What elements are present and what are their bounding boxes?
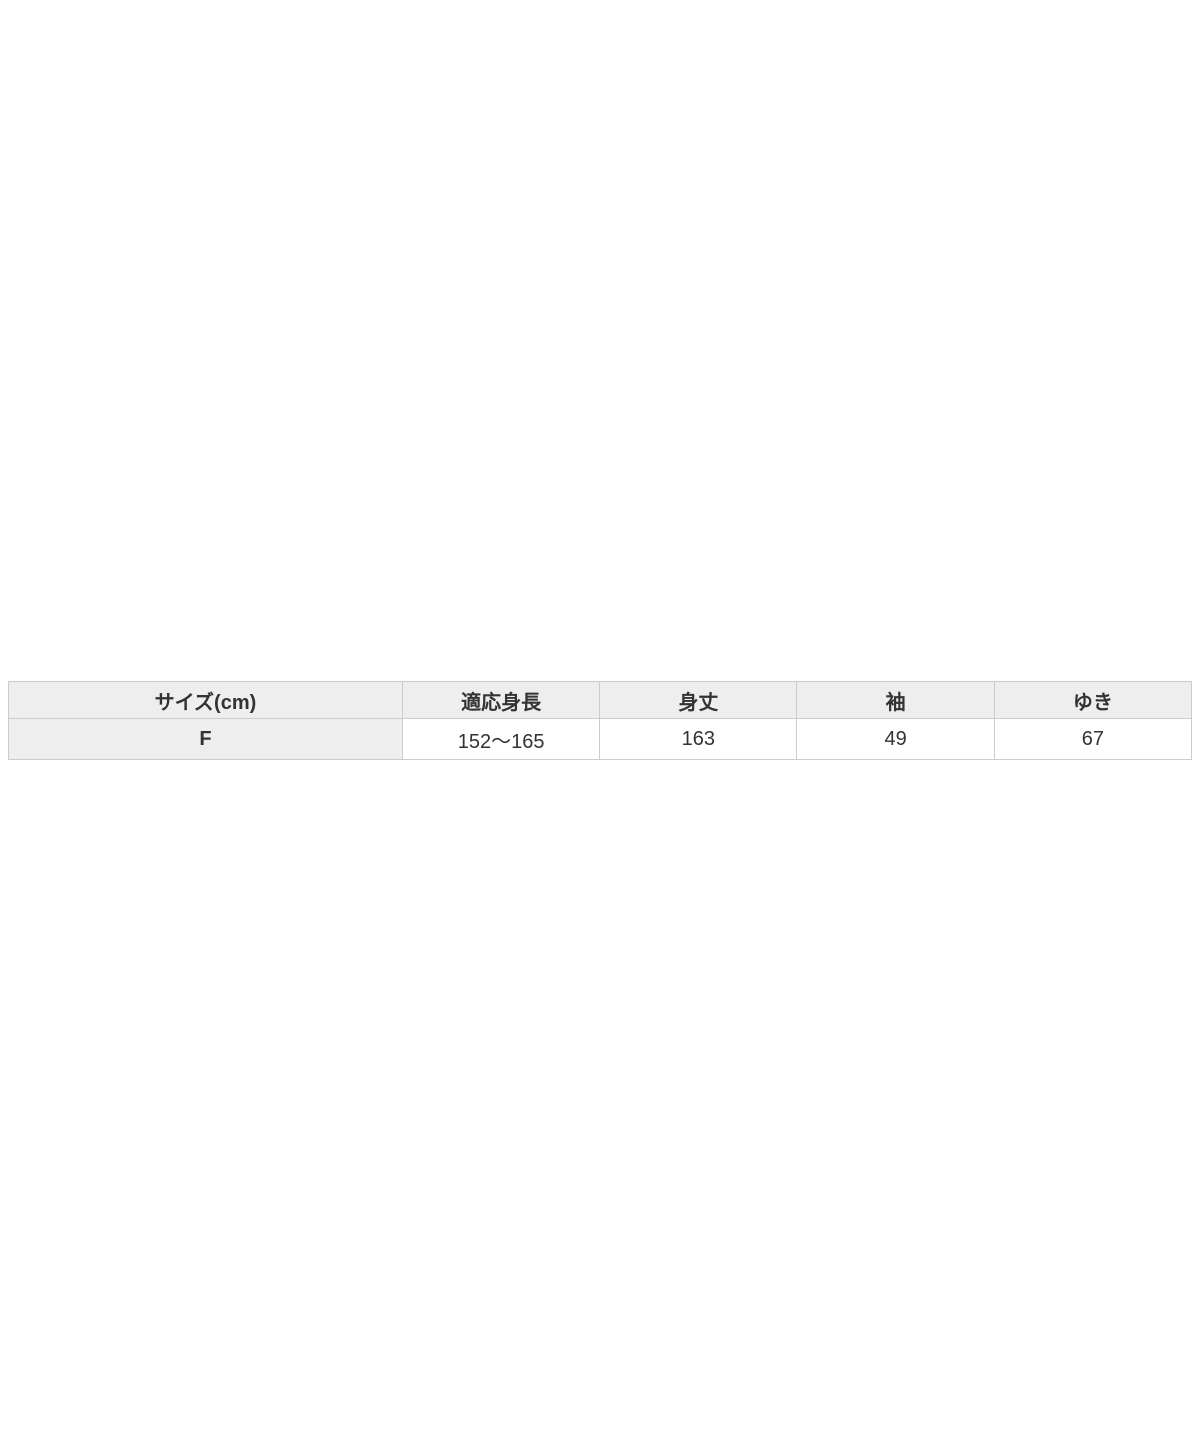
header-cell-body-length: 身丈 xyxy=(599,681,798,719)
cell-sleeve-value: 49 xyxy=(796,718,995,760)
header-cell-height-range: 適応身長 xyxy=(401,681,601,719)
cell-yuki-value: 67 xyxy=(993,718,1193,760)
header-cell-yuki: ゆき xyxy=(993,681,1193,719)
row-header-size-value: F xyxy=(8,718,403,760)
cell-height-range-value: 152〜165 xyxy=(401,718,601,760)
size-chart-data-row: F 152〜165 163 49 67 xyxy=(8,718,1193,760)
header-cell-size-cm: サイズ(cm) xyxy=(8,681,403,719)
size-chart-table: サイズ(cm) 適応身長 身丈 袖 ゆき F 152〜165 163 49 67 xyxy=(8,681,1193,760)
header-cell-sleeve: 袖 xyxy=(796,681,995,719)
size-chart-header-row: サイズ(cm) 適応身長 身丈 袖 ゆき xyxy=(8,681,1193,719)
cell-body-length-value: 163 xyxy=(599,718,798,760)
